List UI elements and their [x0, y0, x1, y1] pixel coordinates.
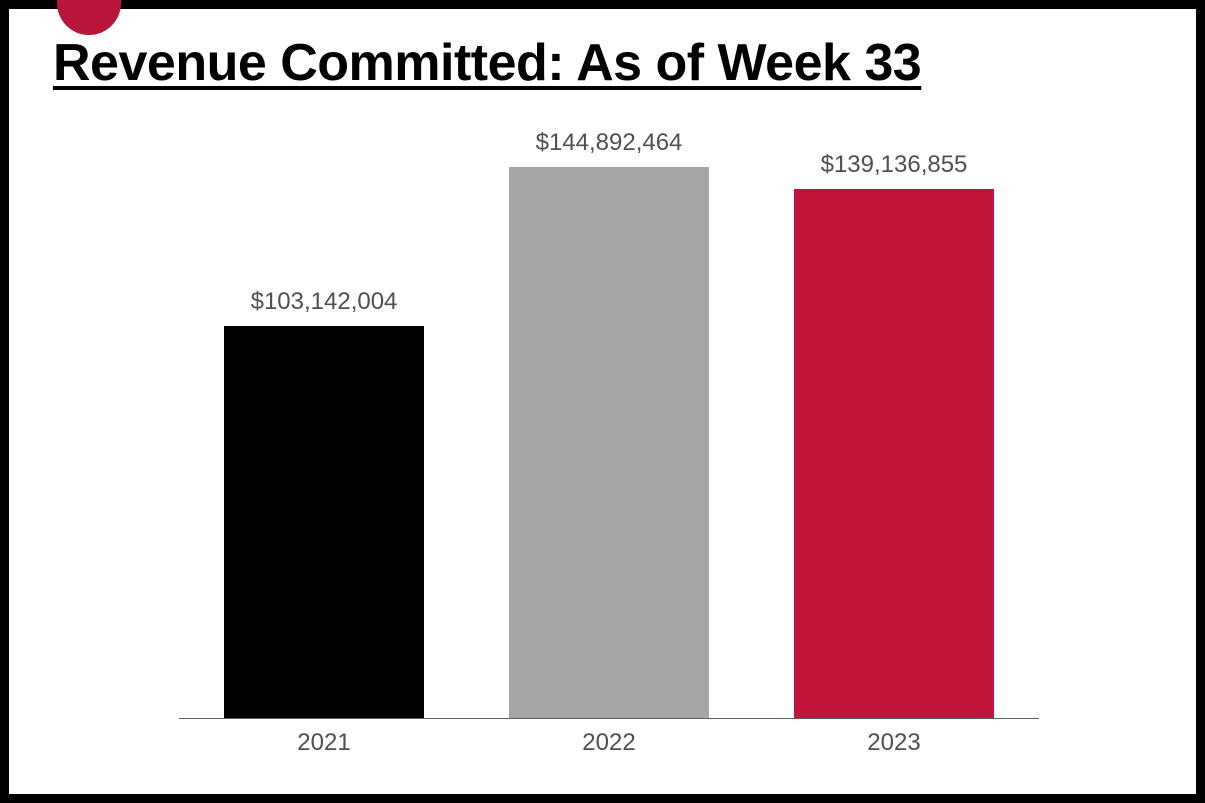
chart-title: Revenue Committed: As of Week 33: [53, 33, 921, 93]
bar-2022: $144,892,464: [509, 167, 709, 718]
x-axis-label: 2022: [509, 729, 709, 757]
bar-value-label: $139,136,855: [821, 151, 968, 179]
bar-value-label: $103,142,004: [251, 288, 398, 316]
chart-frame: Revenue Committed: As of Week 33 $103,14…: [0, 0, 1205, 803]
accent-shape: [57, 0, 121, 35]
bar-2021: $103,142,004: [224, 326, 424, 718]
x-axis-label: 2023: [794, 729, 994, 757]
bar-value-label: $144,892,464: [536, 129, 683, 157]
x-axis-label: 2021: [224, 729, 424, 757]
bar-2023: $139,136,855: [794, 189, 994, 718]
chart-area: $103,142,004 $144,892,464 $139,136,855 2…: [179, 149, 1039, 769]
bars-region: $103,142,004 $144,892,464 $139,136,855: [179, 149, 1039, 719]
